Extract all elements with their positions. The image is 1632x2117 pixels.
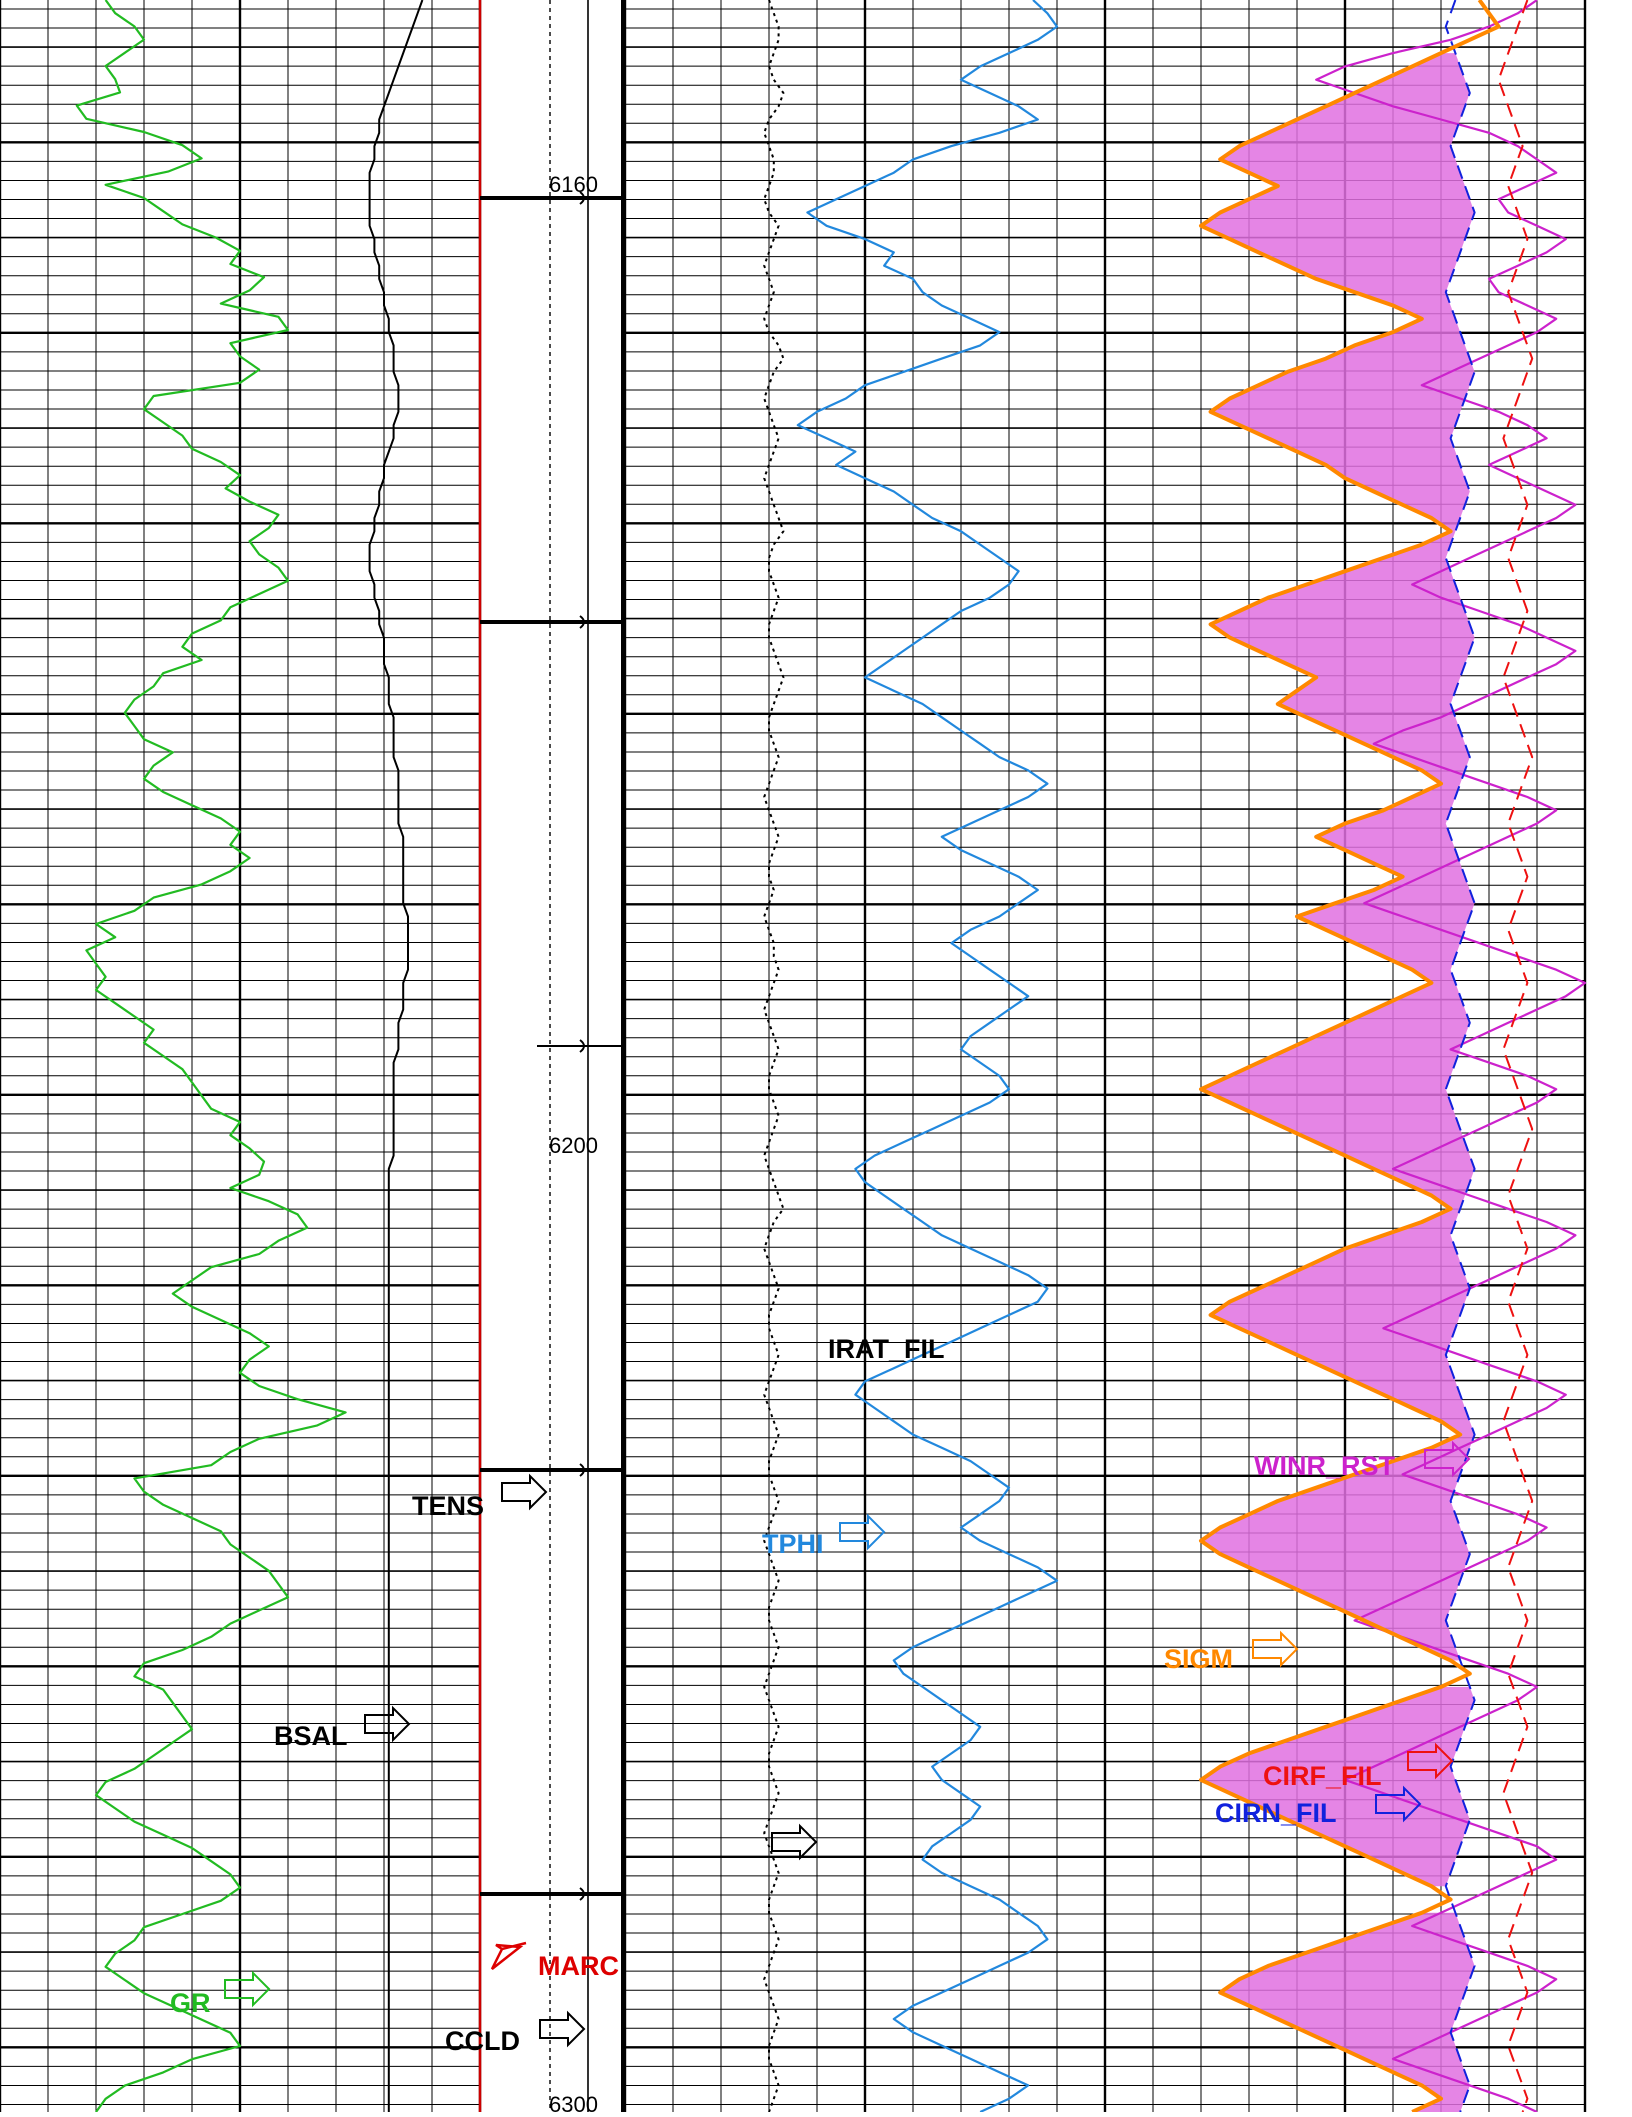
depth-label: 6300 — [549, 2092, 598, 2112]
depth-tick-layer: 6160 6200 6300 — [480, 172, 623, 2117]
tens-label: TENS — [412, 1491, 484, 1521]
label-arrow — [1407, 1742, 1454, 1780]
label-arrow — [364, 1705, 411, 1743]
sigm-shading — [1201, 1686, 1475, 1887]
depth-marker-kink — [579, 1039, 585, 1053]
label-arrow — [1375, 1785, 1422, 1823]
sigm-curve — [1199, 0, 1501, 2114]
gr-curve — [75, 0, 347, 2113]
depth-label: 6200 — [549, 1133, 598, 1158]
cirf-fil-label: CIRF_FIL — [1263, 1761, 1382, 1791]
depth-label: 6160 — [549, 172, 598, 197]
ccld-label: CCLD — [445, 2026, 520, 2056]
sigm-shading — [1220, 1912, 1475, 2112]
label-arrow — [1424, 1440, 1471, 1478]
label-arrow — [539, 2010, 586, 2048]
sigm-shading — [1201, 53, 1475, 1661]
label-arrow — [771, 1823, 818, 1861]
gr-label: GR — [170, 1988, 211, 2018]
depth-marker-kink — [579, 191, 585, 205]
sigm-label: SIGM — [1164, 1644, 1233, 1674]
depth-marker-kink — [579, 615, 585, 629]
marc-arrow — [490, 1941, 527, 1970]
depth-marker-kink — [579, 1887, 585, 1901]
cirn-fil-curve — [1444, 0, 1476, 2113]
label-arrow — [839, 1513, 886, 1551]
label-arrow — [224, 1970, 271, 2008]
tphi-curve — [796, 0, 1059, 2113]
label-arrow — [501, 1473, 548, 1511]
irat-fil-curve — [763, 0, 785, 2113]
cirn-fil-label: CIRN_FIL — [1215, 1798, 1337, 1828]
depth-marker-kink — [579, 1463, 585, 1477]
label-layer: GR BSAL TENS MARC CCLD IRAT_FIL TPHI WINR_RST SI… — [170, 1334, 1471, 2056]
cirf-fil-curve — [1497, 0, 1534, 2113]
bsal-curve — [368, 0, 424, 2112]
tphi-label: TPHI — [762, 1529, 824, 1559]
winr-rst-curve — [1315, 0, 1587, 2113]
winr-rst-label: WINR_RST — [1254, 1451, 1396, 1481]
marc-label: MARC — [538, 1951, 619, 1981]
irat-fil-label: IRAT_FIL — [828, 1334, 945, 1364]
curve-layer — [75, 0, 1587, 2114]
bsal-label: BSAL — [274, 1721, 348, 1751]
label-arrow — [1252, 1630, 1299, 1668]
